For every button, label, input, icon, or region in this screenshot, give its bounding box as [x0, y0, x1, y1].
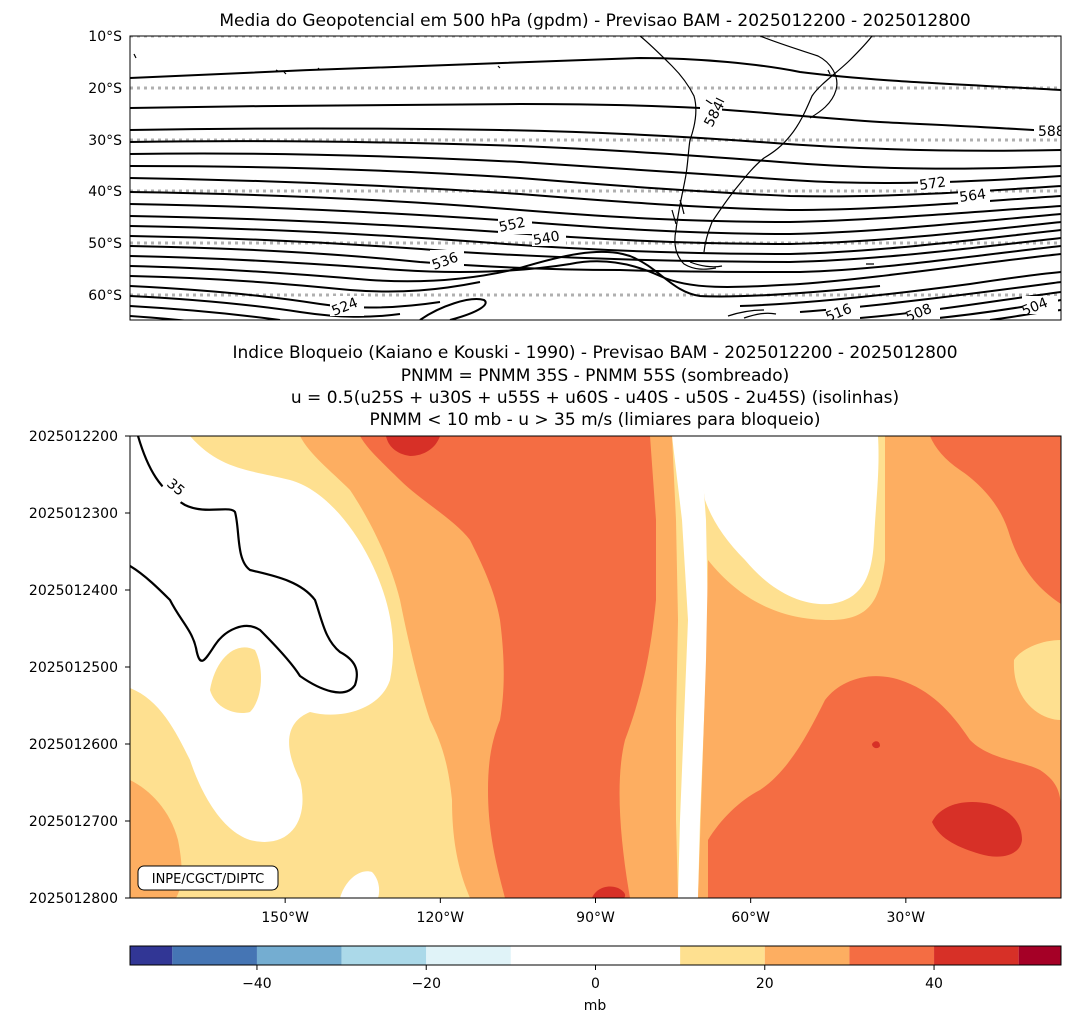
- shade-white-northeast: [700, 436, 879, 605]
- contour-520: [130, 291, 1061, 319]
- contour-label-572: 572: [918, 174, 947, 194]
- bottom-chart-title: Indice Bloqueio (Kaiano e Kouski - 1990)…: [232, 343, 957, 430]
- colorbar-segment: [130, 946, 173, 965]
- contour-544: [130, 235, 1061, 264]
- shade-white-channel: [672, 436, 708, 898]
- u-isoline-35: [130, 436, 358, 694]
- contour-528: [130, 271, 1061, 307]
- top-ytick-label-10s: 10°S: [88, 29, 122, 45]
- colorbar-segment: [680, 946, 765, 965]
- bottom-ytick-label: 2025012600: [29, 737, 118, 753]
- shade-40-50-south: [592, 886, 626, 898]
- bottom-ytick-label: 2025012500: [29, 660, 118, 676]
- top-ytick-label-40s: 40°S: [88, 184, 122, 200]
- top-y-axis: 10°S 20°S 30°S 40°S 50°S 60°S: [88, 29, 122, 304]
- contour-label-588: 588: [1038, 124, 1065, 140]
- contour-label-552: 552: [498, 215, 527, 236]
- bottom-title-line-2: PNMM = PNMM 35S - PNMM 55S (sombreado): [401, 366, 790, 386]
- brazil-east-coast: [759, 36, 838, 119]
- colorbar-segment: [510, 946, 681, 965]
- latitude-gridlines: [130, 36, 1061, 297]
- bottom-ytick-label: 2025012700: [29, 814, 118, 830]
- bottom-xtick-label: 30°W: [886, 910, 925, 926]
- bottom-x-axis: 150°W 120°W 90°W 60°W 30°W: [261, 898, 925, 926]
- contour-556: [130, 203, 1061, 236]
- shade-white-west-inner: [210, 647, 262, 714]
- colorbar-segment: [849, 946, 935, 965]
- contour-580: [130, 127, 1061, 152]
- colorbar: −40 −20 0 20 40: [129, 945, 1062, 992]
- colorbar-segment: [934, 946, 1019, 965]
- contour-584: [130, 102, 1061, 133]
- bottom-title-line-4: PNMM < 10 mb - u > 35 m/s (limiares para…: [370, 410, 821, 430]
- geopotential-contours: [130, 56, 1061, 320]
- credit-text: INPE/CGCT/DIPTC: [152, 872, 264, 887]
- south-america-east-coast: [703, 36, 873, 253]
- credit-box: [137, 865, 279, 891]
- contour-closed-low: [419, 298, 487, 320]
- colorbar-tick-label: −40: [242, 976, 272, 992]
- contour-576: [130, 140, 1061, 170]
- bottom-y-axis: 2025012200 2025012300 2025012400 2025012500…: [29, 429, 130, 907]
- bottom-ytick-label: 2025012800: [29, 891, 118, 907]
- tierra-del-fuego: [689, 261, 777, 319]
- colorbar-segment: [172, 946, 257, 965]
- bottom-heatmap-area: 35: [130, 436, 1061, 898]
- top-ytick-label-30s: 30°S: [88, 133, 122, 149]
- colorbar-tick-label: 40: [925, 976, 943, 992]
- shade-30-40-central: [360, 436, 656, 898]
- contour-552: [130, 215, 1061, 246]
- top-chart-title: Media do Geopotencial em 500 hPa (gpdm) …: [219, 11, 970, 31]
- bottom-xtick-label: 60°W: [731, 910, 770, 926]
- shade-40-50-north: [386, 436, 440, 456]
- colorbar-tick-label: −20: [411, 976, 441, 992]
- top-ytick-label-50s: 50°S: [88, 236, 122, 252]
- contour-588: [130, 56, 1061, 91]
- contour-536: [130, 253, 1061, 288]
- colorbar-segment: [1018, 946, 1061, 965]
- bottom-ytick-label: 2025012200: [29, 429, 118, 445]
- bottom-ytick-label: 2025012300: [29, 506, 118, 522]
- contour-568: [130, 165, 1061, 198]
- top-map-frame: [129, 35, 1062, 321]
- contour-564: [130, 177, 1061, 212]
- contour-532: [130, 250, 881, 298]
- colorbar-tick-label: 0: [591, 976, 600, 992]
- contour-labels: 588 584 572 564 552 540 536 524 516 508 …: [330, 99, 1065, 320]
- bottom-title-line-1: Indice Bloqueio (Kaiano e Kouski - 1990)…: [232, 343, 957, 363]
- bottom-xtick-label: 120°W: [417, 910, 465, 926]
- bottom-xtick-label: 90°W: [576, 910, 615, 926]
- bottom-title-line-3: u = 0.5(u25S + u30S + u55S + u60S - u40S…: [291, 388, 899, 408]
- shade-40-50-southeast: [932, 802, 1022, 857]
- contour-540: [130, 245, 1061, 274]
- colorbar-unit-label: mb: [584, 998, 607, 1014]
- contour-548: [130, 225, 1061, 256]
- contour-572: [130, 152, 1061, 184]
- colorbar-segment: [426, 946, 511, 965]
- colorbar-segment: [341, 946, 427, 965]
- shade-white-west: [130, 436, 394, 842]
- top-ytick-label-20s: 20°S: [88, 81, 122, 97]
- contour-label-540: 540: [532, 229, 561, 249]
- bottom-xtick-label: 150°W: [261, 910, 309, 926]
- colorbar-segment: [764, 946, 850, 965]
- colorbar-segment: [256, 946, 342, 965]
- top-map-area: 588 584 572 564 552 540 536 524 516 508 …: [130, 36, 1065, 320]
- shade-white-southwest: [340, 871, 380, 898]
- colorbar-tick-label: 20: [756, 976, 774, 992]
- shade-40-50-dot: [872, 741, 880, 749]
- contour-label-564: 564: [958, 186, 987, 206]
- contour-560: [130, 191, 1061, 224]
- shade-30-40-east: [930, 436, 1061, 604]
- top-ytick-label-60s: 60°S: [88, 288, 122, 304]
- bottom-ytick-label: 2025012400: [29, 583, 118, 599]
